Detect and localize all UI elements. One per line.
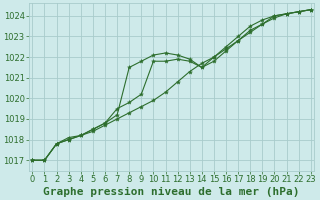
X-axis label: Graphe pression niveau de la mer (hPa): Graphe pression niveau de la mer (hPa) <box>43 186 300 197</box>
